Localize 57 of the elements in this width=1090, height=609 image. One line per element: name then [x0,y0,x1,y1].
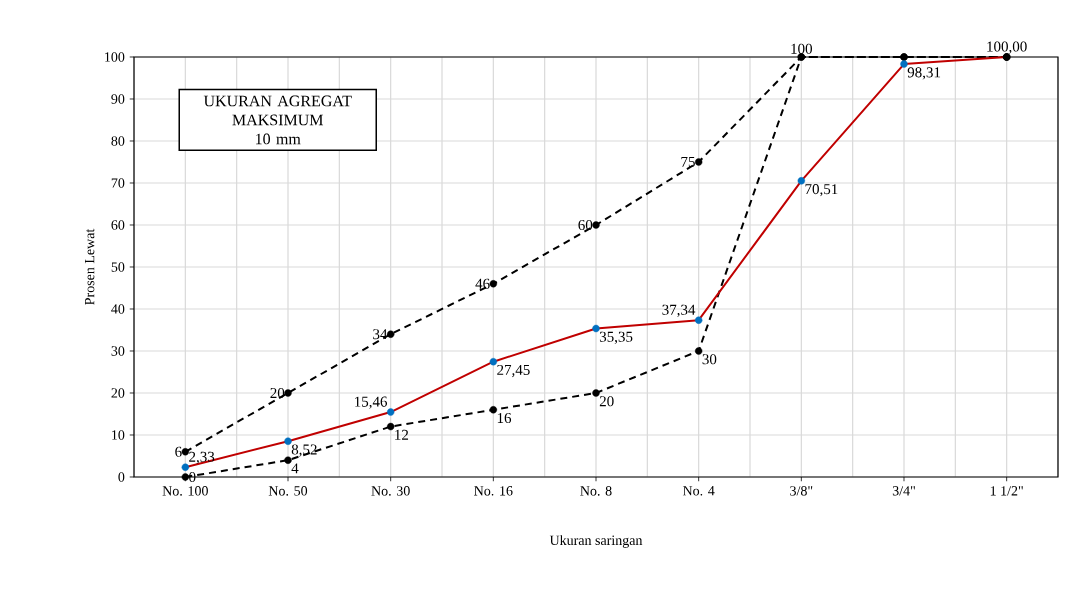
x-tick-label: No. 30 [371,486,410,496]
point [284,456,292,464]
data-label: 8,52 [291,444,317,457]
data-label: 20 [599,396,614,407]
point [386,408,395,416]
data-label: 30 [702,354,717,365]
y-tick-label: 30 [111,346,125,356]
data-label: 60 [578,219,593,231]
data-label: 6 [175,446,182,457]
point [489,406,498,414]
point [694,347,703,355]
data-label: 98,31 [907,67,941,80]
annotation: UKURAN AGREGAT MAKSIMUM [203,95,352,126]
data-label: 16 [497,412,512,424]
y-tick-label: 20 [111,388,125,398]
y-tick-label: 0 [118,472,125,482]
x-tick-label: 3/8" [790,486,813,496]
point [181,463,190,471]
data-label: 27,45 [497,364,530,378]
annotation: 10 mm [256,133,301,145]
data-label: 70,51 [805,184,838,197]
x-tick-label: No. 16 [474,486,513,496]
x-tick-label: No. 100 [162,486,208,496]
data-label: 4 [291,463,299,474]
data-label: 100 [791,43,813,54]
x-axis-title: Ukuran saringan [549,535,643,548]
point [900,60,908,68]
y-tick-label: 70 [111,178,125,188]
x-tick-label: No. 50 [268,486,308,496]
data-label: 0 [189,471,196,483]
point [592,389,600,397]
x-tick-label: No. 8 [580,486,612,496]
x-tick-label: 1 1/2" [990,486,1023,496]
data-label: 12 [395,429,409,440]
point [284,437,292,445]
data-label: 37,34 [662,304,696,317]
data-label: 100,00 [987,41,1027,54]
data-label: 46 [475,278,490,289]
point [797,177,806,185]
data-label: 15,46 [355,396,388,409]
y-tick-label: 40 [111,304,125,314]
point [592,324,600,333]
data-label: 35,35 [599,331,633,344]
x-tick-label: No. 4 [682,486,715,496]
y-tick-label: 60 [111,220,125,230]
y-tick-label: 50 [111,262,125,272]
x-tick-label: 3/4" [892,486,915,496]
point [386,422,395,431]
point [489,358,498,366]
y-axis-title: Prosen Lewat [85,228,95,305]
y-tick-label: 100 [105,52,125,62]
y-tick-label: 10 [112,430,125,440]
data-label: 2,33 [189,451,215,464]
y-tick-label: 80 [111,136,125,146]
y-tick-label: 90 [111,94,125,104]
data-label: 34 [373,329,388,340]
point [694,316,703,324]
